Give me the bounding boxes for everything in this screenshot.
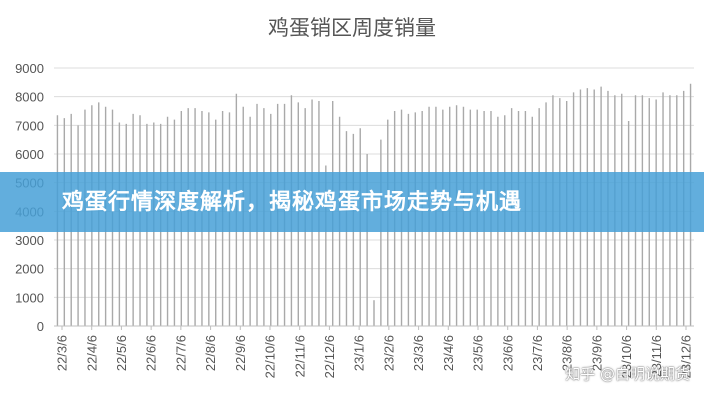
y-tick-label: 6000 xyxy=(15,147,44,162)
x-tick-label: 23/2/6 xyxy=(381,335,396,371)
y-tick-label: 1000 xyxy=(15,290,44,305)
x-tick-label: 23/1/6 xyxy=(352,335,367,371)
x-tick-label: 22/12/6 xyxy=(322,335,337,378)
x-tick-label: 22/7/6 xyxy=(173,335,188,371)
x-tick-label: 22/10/6 xyxy=(263,335,278,378)
x-tick-label: 23/7/6 xyxy=(530,335,545,371)
x-tick-label: 23/9/6 xyxy=(589,335,604,371)
x-tick-label: 23/5/6 xyxy=(471,335,486,371)
x-tick-label: 23/3/6 xyxy=(411,335,426,371)
chart-title: 鸡蛋销区周度销量 xyxy=(268,16,436,40)
y-tick-label: 8000 xyxy=(15,90,44,105)
x-tick-label: 22/4/6 xyxy=(84,335,99,371)
y-tick-label: 2000 xyxy=(15,262,44,277)
x-tick-label: 22/11/6 xyxy=(292,335,307,377)
x-tick-label: 23/6/6 xyxy=(500,335,515,371)
headline-banner: 鸡蛋行情深度解析，揭秘鸡蛋市场走势与机遇 xyxy=(0,172,704,232)
watermark-text: 知乎 @白明说期货 xyxy=(565,365,690,383)
y-tick-label: 9000 xyxy=(15,61,44,76)
y-tick-label: 0 xyxy=(37,319,44,334)
x-tick-label: 22/6/6 xyxy=(144,335,159,371)
y-tick-label: 3000 xyxy=(15,233,44,248)
x-tick-label: 22/9/6 xyxy=(233,335,248,371)
y-tick-label: 7000 xyxy=(15,118,44,133)
x-tick-label: 22/3/6 xyxy=(55,335,70,371)
x-tick-label: 23/12/6 xyxy=(679,335,694,378)
banner-text: 鸡蛋行情深度解析，揭秘鸡蛋市场走势与机遇 xyxy=(62,190,523,215)
x-tick-label: 23/11/6 xyxy=(649,335,664,377)
x-tick-label: 22/5/6 xyxy=(114,335,129,371)
x-tick-label: 23/4/6 xyxy=(441,335,456,371)
x-tick-label: 22/8/6 xyxy=(203,335,218,371)
x-tick-label: 23/10/6 xyxy=(619,335,634,378)
x-tick-label: 23/8/6 xyxy=(560,335,575,371)
